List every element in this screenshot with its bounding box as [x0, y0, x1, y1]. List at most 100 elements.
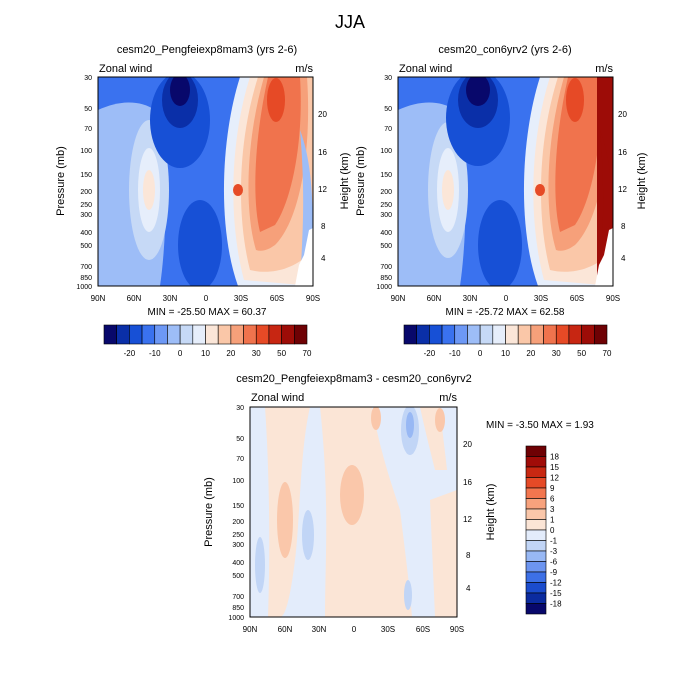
y-tick-label: 30: [84, 75, 92, 82]
panel-3-field: [250, 407, 457, 617]
colorbar-label: 20: [226, 349, 235, 358]
colorbar-label: 30: [252, 349, 261, 358]
height-tick-label: 20: [463, 440, 472, 449]
colorbar-label: 10: [501, 349, 510, 358]
panel-2-x-ticks: 90N 60N 30N 0 30S 60S 90S: [391, 294, 620, 303]
panel-3-min-max: MIN = -3.50 MAX = 1.93: [486, 420, 594, 431]
y-tick-label: 200: [232, 519, 244, 526]
colorbar-label: 70: [303, 349, 312, 358]
y-tick-label: 70: [236, 456, 244, 463]
colorbar-swatch: [167, 324, 181, 345]
colorbar-swatch: [525, 498, 547, 510]
panel-3-y-ticks: 30 50 70 100 150 200 250 300 400 500 700…: [228, 405, 244, 622]
panel-2-y-ticks: 30 50 70 100 150 200 250 300 400 500 700…: [376, 75, 392, 291]
colorbar-label: 18: [550, 453, 559, 462]
colorbar-swatch: [103, 324, 117, 345]
y-tick-label: 30: [236, 405, 244, 412]
x-tick-label: 30S: [534, 294, 548, 303]
height-tick-label: 4: [466, 584, 471, 593]
panel-3-frame: [249, 406, 458, 618]
colorbar-swatch: [192, 324, 206, 345]
colorbar-swatch: [505, 324, 519, 345]
colorbar-label: -6: [550, 558, 558, 567]
panel-1-ylabel-right: Height (km): [339, 153, 351, 210]
colorbar-swatch: [530, 324, 544, 345]
colorbar-swatch: [179, 324, 194, 345]
colorbar-label: 12: [550, 474, 559, 483]
height-tick-label: 8: [321, 222, 326, 231]
y-tick-label: 250: [380, 202, 392, 209]
y-tick-label: 400: [380, 230, 392, 237]
y-tick-label: 1000: [76, 284, 92, 291]
x-tick-label: 60S: [570, 294, 584, 303]
height-tick-label: 8: [621, 222, 626, 231]
height-tick-label: 12: [463, 515, 472, 524]
x-tick-label: 30N: [163, 294, 178, 303]
y-tick-label: 100: [232, 478, 244, 485]
y-tick-label: 250: [80, 202, 92, 209]
colorbar-swatch: [243, 324, 257, 345]
colorbar-label: 15: [550, 463, 559, 472]
height-tick-label: 12: [318, 185, 327, 194]
panel-1-min-max: MIN = -25.50 MAX = 60.37: [148, 307, 267, 318]
height-tick-label: 20: [318, 110, 327, 119]
y-tick-label: 300: [80, 212, 92, 219]
y-tick-label: 300: [380, 212, 392, 219]
height-tick-label: 8: [466, 551, 471, 560]
colorbar-swatch: [294, 324, 308, 345]
colorbar-label: 0: [550, 526, 555, 535]
colorbar-swatch: [525, 582, 547, 594]
colorbar-swatch: [525, 540, 547, 552]
y-tick-label: 150: [80, 172, 92, 179]
colorbar-swatch: [525, 592, 547, 604]
panel-2-frame: [397, 76, 614, 287]
y-tick-label: 850: [80, 275, 92, 282]
panel-1-field: [98, 77, 313, 286]
y-tick-label: 850: [380, 275, 392, 282]
height-tick-label: 16: [618, 148, 627, 157]
panel-2-ylabel: Pressure (mb): [355, 146, 367, 216]
height-tick-label: 16: [463, 478, 472, 487]
x-tick-label: 90S: [450, 625, 464, 634]
y-tick-label: 400: [232, 560, 244, 567]
panel-1: cesm20_Pengfeiexp8mam3 (yrs 2-6) Zonal w…: [55, 44, 351, 358]
colorbar-swatch: [525, 519, 547, 531]
colorbar-swatch: [525, 529, 547, 541]
colorbar-swatch: [594, 324, 608, 345]
height-tick-label: 20: [618, 110, 627, 119]
y-tick-label: 500: [380, 243, 392, 250]
colorbar-label: 0: [178, 349, 183, 358]
colorbar-swatch: [454, 324, 468, 345]
x-tick-label: 90N: [391, 294, 406, 303]
colorbar-swatch: [525, 445, 547, 457]
colorbar-swatch: [141, 324, 156, 345]
panel-2-field: [398, 77, 613, 286]
panel-2-min-max: MIN = -25.72 MAX = 62.58: [446, 307, 565, 318]
colorbar-label: 20: [526, 349, 535, 358]
colorbar-swatch: [517, 324, 532, 345]
x-tick-label: 60N: [127, 294, 142, 303]
colorbar-label: 50: [577, 349, 586, 358]
height-tick-label: 12: [618, 185, 627, 194]
panel-2-title: cesm20_con6yrv2 (yrs 2-6): [438, 44, 571, 56]
y-tick-label: 150: [380, 172, 392, 179]
colorbar-swatch: [281, 324, 295, 345]
x-tick-label: 0: [204, 294, 209, 303]
panel-2-ylabel-right: Height (km): [636, 153, 648, 210]
colorbar-swatch: [479, 324, 494, 345]
colorbar-label: -20: [424, 349, 436, 358]
x-tick-label: 60S: [270, 294, 284, 303]
colorbar-swatch: [403, 324, 417, 345]
colorbar-swatch: [525, 571, 547, 583]
colorbar-label: -1: [550, 537, 558, 546]
colorbar-swatch: [525, 561, 547, 573]
y-tick-label: 200: [380, 189, 392, 196]
colorbar-swatch: [205, 324, 219, 345]
panel-1-title: cesm20_Pengfeiexp8mam3 (yrs 2-6): [117, 44, 297, 56]
panel-3-x-ticks: 90N 60N 30N 0 30S 60S 90S: [243, 625, 464, 634]
colorbar-label: -12: [550, 579, 562, 588]
height-tick-label: 16: [318, 148, 327, 157]
colorbar-label: -10: [449, 349, 461, 358]
colorbar-swatch: [525, 466, 547, 478]
